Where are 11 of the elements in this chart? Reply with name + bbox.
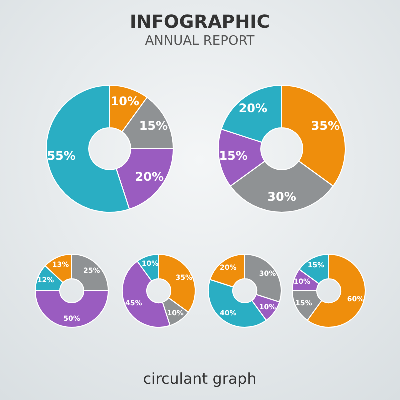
text: circulant graph <box>142 370 258 388</box>
data-label: 35% <box>311 118 340 133</box>
data-label: 55% <box>47 148 76 163</box>
data-label: 30% <box>268 190 296 204</box>
chart-title: INFOGRAPHIC <box>128 12 272 33</box>
data-label: 15% <box>139 118 168 133</box>
data-label: 20% <box>135 170 164 184</box>
data-label: 15% <box>219 148 248 163</box>
data-label: 20% <box>238 101 268 116</box>
data-label: 10% <box>110 94 140 108</box>
chart-subtitle: ANNUAL REPORT <box>144 34 256 49</box>
